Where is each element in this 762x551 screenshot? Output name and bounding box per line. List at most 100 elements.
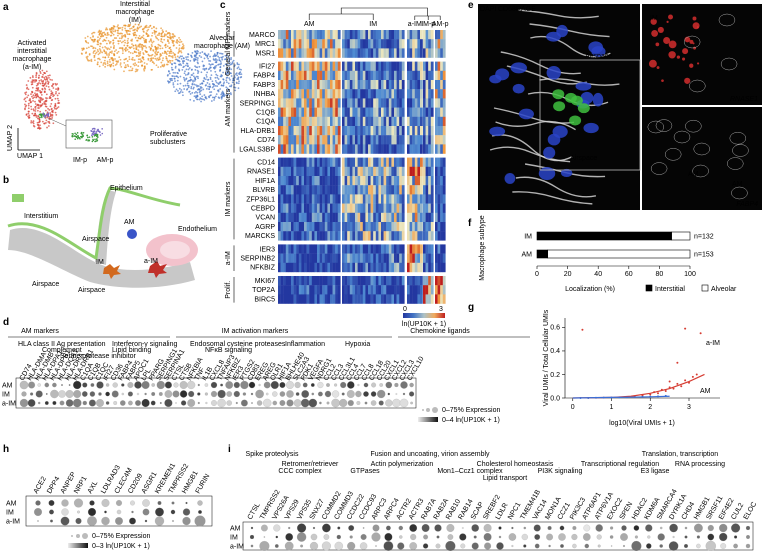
heatmap-cell [407, 48, 410, 58]
heatmap-cell [375, 48, 379, 58]
umap-point [198, 98, 201, 101]
heatmap-cell [420, 262, 423, 273]
umap-label: subclusters [150, 139, 186, 146]
umap-point [123, 58, 126, 61]
heatmap-cell [288, 166, 292, 177]
expression-dot [473, 535, 477, 539]
heatmap-cell [327, 126, 331, 136]
heatmap-cell [394, 253, 397, 263]
umap-point [47, 114, 50, 116]
heatmap-cell [365, 70, 369, 81]
heatmap-cell [357, 212, 361, 223]
umap-point [126, 60, 129, 62]
umap-point [93, 40, 96, 43]
heatmap-cell [423, 212, 426, 223]
expression-dot [596, 534, 602, 540]
heatmap-cell [319, 253, 323, 263]
colorbar-title: ln(UP10K + 1) [402, 321, 446, 328]
expression-dot [45, 393, 48, 395]
heatmap-cell [442, 107, 446, 117]
umap-point [41, 88, 44, 91]
heatmap-cell [391, 61, 395, 71]
umap-point [193, 83, 196, 86]
umap-point [92, 35, 94, 37]
heatmap-cell [386, 116, 389, 127]
heatmap-cell [430, 244, 434, 254]
expression-dot [188, 390, 195, 398]
heatmap-cell [435, 39, 438, 49]
expression-dot [197, 401, 200, 405]
expression-dot [377, 389, 386, 399]
heatmap-cell [423, 166, 426, 177]
expression-dot [360, 534, 367, 540]
umap-point [43, 76, 46, 79]
expression-dot [339, 398, 348, 408]
heatmap-cell [442, 116, 446, 127]
umap-point [128, 33, 131, 36]
heatmap-cell [360, 157, 363, 167]
rnase1-signal [666, 20, 669, 24]
heatmap-cell [417, 98, 421, 108]
heatmap-cell [435, 285, 438, 295]
heatmap-cell [409, 80, 413, 90]
heatmap-cell [291, 194, 294, 204]
umap-point [144, 67, 146, 70]
section-header: Chemokine ligands [410, 328, 470, 335]
rnase1-signal [692, 22, 700, 30]
heatmap-cell [278, 144, 281, 154]
umap-point [161, 35, 164, 38]
expression-dot [498, 526, 502, 530]
umap-point [184, 84, 187, 87]
heatmap-cell [288, 107, 292, 117]
heatmap-cell [370, 185, 374, 195]
heatmap-cell [396, 244, 400, 254]
umap-point [124, 64, 127, 67]
heatmap-cell [342, 203, 345, 213]
umap-point [159, 52, 162, 55]
dotplot-frame [242, 521, 754, 551]
expression-dot [50, 519, 53, 523]
heatmap-cell [337, 212, 341, 223]
umap-point [151, 34, 153, 37]
heatmap-cell [319, 126, 323, 136]
heatmap-cell [428, 89, 431, 99]
umap-point [132, 25, 135, 28]
heatmap-cell [412, 48, 415, 58]
heatmap-cell [440, 262, 443, 273]
heatmap-cell [355, 185, 358, 195]
heatmap-cell [428, 203, 431, 213]
heatmap-cell [342, 61, 345, 71]
heatmap-cell [360, 185, 363, 195]
heatmap-cell [388, 61, 392, 71]
umap-point [238, 80, 240, 83]
umap-point [36, 92, 38, 95]
umap-point [192, 80, 194, 83]
umap-point [174, 80, 176, 83]
heatmap-cell [309, 194, 312, 204]
heatmap-cell [332, 276, 336, 286]
umap-point [156, 57, 159, 60]
umap-point [51, 91, 54, 94]
heatmap-cell [375, 157, 379, 167]
umap-point [32, 79, 35, 82]
heatmap-cell [391, 262, 395, 273]
heatmap-cell [412, 185, 415, 195]
heatmap-cell [355, 176, 358, 186]
heatmap-cell [327, 222, 331, 232]
umap-point [179, 38, 182, 41]
umap-point [206, 82, 209, 84]
heatmap-cell [373, 294, 376, 304]
heatmap-cell [399, 89, 402, 99]
heatmap-cell [324, 80, 328, 90]
umap-point [173, 86, 175, 88]
heatmap-cell [437, 116, 441, 127]
umap-point [185, 56, 187, 59]
umap-point [58, 92, 60, 95]
heatmap-cell [394, 285, 397, 295]
heatmap-cell [362, 253, 366, 263]
heatmap-cell [337, 61, 341, 71]
heatmap-cell [409, 285, 413, 295]
heatmap-cell [280, 231, 284, 241]
umap-point [174, 62, 177, 65]
heatmap-cell [375, 89, 379, 99]
